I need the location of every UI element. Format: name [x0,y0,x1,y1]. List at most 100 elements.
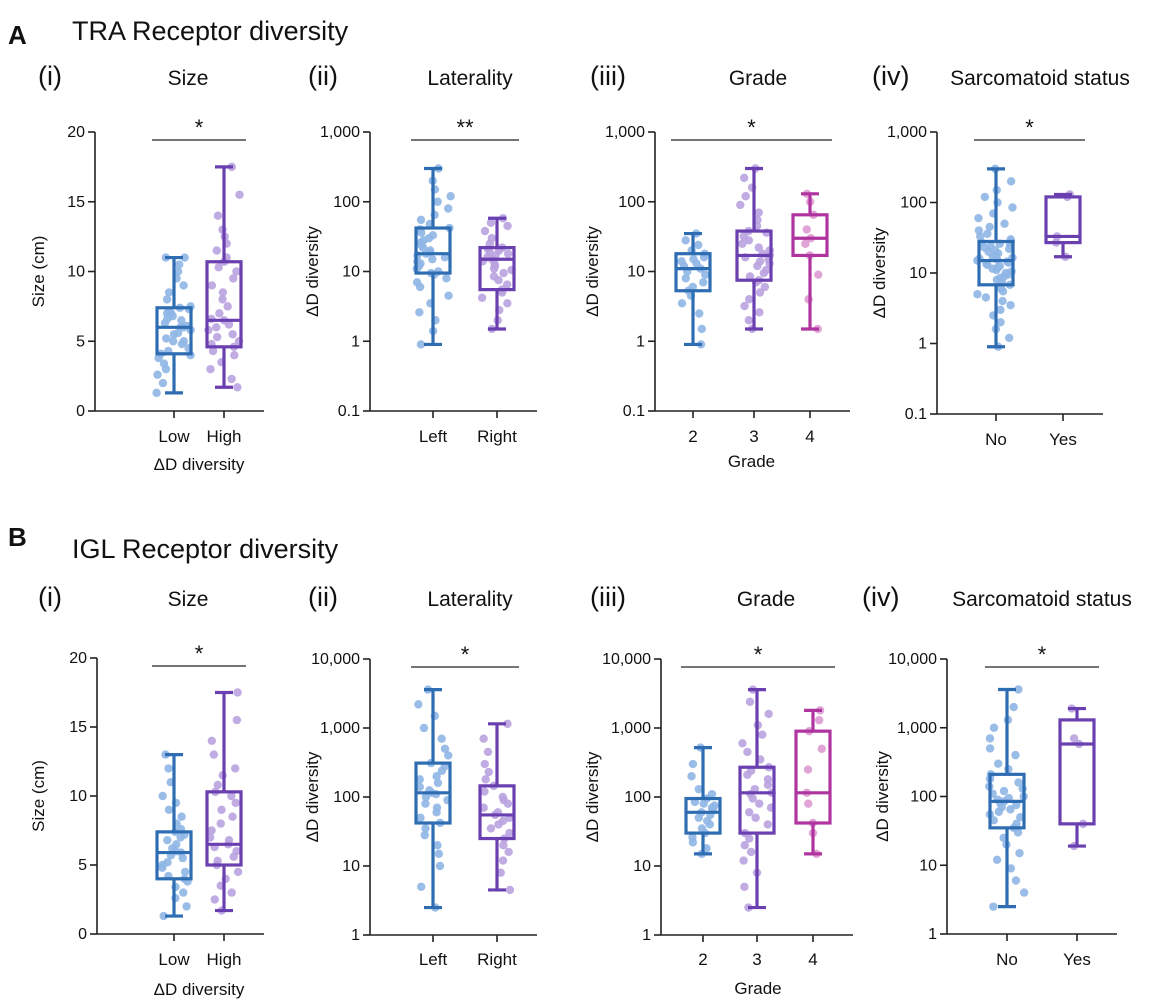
data-point [235,190,244,199]
data-point [502,280,512,289]
data-point [483,747,493,757]
box-iqr [791,213,829,258]
data-point [992,855,1002,865]
y-tick-label: 100 [624,789,651,806]
data-point [232,847,241,856]
x-axis-label: Grade [734,979,781,998]
y-tick-label: 1,000 [320,124,360,141]
data-point [432,803,442,812]
y-axis-label: ΔD diversity [583,751,602,842]
data-point [755,308,764,317]
y-tick-label: 1 [351,333,360,350]
data-point [444,751,453,760]
y-tick-label: 10,000 [311,651,360,668]
data-point [177,316,186,325]
data-point [421,824,430,833]
significance-label: * [195,641,204,666]
data-point [227,374,236,384]
y-tick-label: 1,000 [887,124,927,141]
x-axis-label: Grade [728,452,775,471]
chart-roman: (i) [38,582,62,612]
data-point [486,824,496,833]
y-axis-label: ΔD diversity [583,226,602,317]
data-point [1008,203,1017,212]
chart-b-laterality: (ii) Laterality 1 10 100 1,000 10,000 ΔD divers… [303,582,537,969]
data-point [412,278,422,287]
data-point [764,709,773,719]
data-point [814,715,824,725]
x-tick-label: Yes [1063,950,1091,969]
y-tick-label: 1 [918,336,927,353]
chart-roman: (i) [38,61,62,91]
y-axis-label: ΔD diversity [870,227,889,318]
data-point [227,888,236,897]
data-point [173,267,183,276]
data-point [707,789,717,799]
data-point [760,282,770,292]
data-point [415,782,424,792]
y-tick-label: 100 [333,194,360,211]
chart-b-size: (i) Size 0 5 10 15 20 Size (cm) Low High * ΔD diver… [29,582,264,999]
y-tick-label: 0.1 [338,403,360,420]
data-point [169,337,178,346]
y-tick-label: 1 [928,926,937,943]
data-point [481,775,490,784]
chart-subtitle: Sarcomatoid status [952,588,1132,611]
data-point [420,830,429,840]
y-tick-label: 15 [69,719,87,736]
data-point [477,293,487,302]
y-tick-label: 10 [633,858,651,875]
data-point [164,805,174,814]
data-point [689,255,698,264]
y-tick-label: 1,000 [320,720,360,737]
chart-subtitle: Size [168,67,209,90]
data-point [985,744,995,753]
data-point [416,215,426,225]
x-tick-label: Right [477,427,517,446]
panel-letter-a: A [8,20,27,50]
data-point [751,813,760,822]
data-point [697,824,707,833]
data-point [974,226,984,235]
significance-label: * [195,115,204,140]
box-iqr [205,260,243,349]
data-point [688,833,697,842]
data-point [745,697,755,706]
panel-title-b: IGL Receptor diversity [72,534,339,564]
data-point [1006,300,1015,310]
data-point [233,383,242,392]
data-point [695,309,704,318]
y-axis-label: ΔD diversity [303,226,322,317]
data-point [744,808,754,817]
data-point [213,211,223,220]
box-iqr [414,226,452,275]
data-point [710,801,719,810]
y-tick-label: 10 [342,264,360,281]
significance-label: * [1025,115,1034,140]
data-point [496,868,505,877]
data-point [227,791,236,801]
chart-subtitle: Size [168,588,209,611]
data-point [229,274,238,283]
data-point [442,274,451,283]
data-point [228,330,237,339]
y-tick-label: 10,000 [602,651,651,668]
data-point [159,359,169,368]
data-point [974,213,983,223]
data-point [180,253,189,262]
y-axis-label: ΔD diversity [873,751,892,842]
data-point [212,332,222,342]
data-point [444,291,453,300]
data-point [688,759,698,769]
y-tick-label: 10,000 [888,651,937,668]
data-point [432,772,441,781]
data-point [741,192,750,201]
data-point [206,364,215,374]
data-point [746,847,756,857]
y-tick-label: 100 [333,789,360,806]
chart-subtitle: Grade [729,67,787,90]
data-point [487,234,497,243]
data-point [505,885,515,895]
y-tick-label: 0.1 [905,406,927,423]
